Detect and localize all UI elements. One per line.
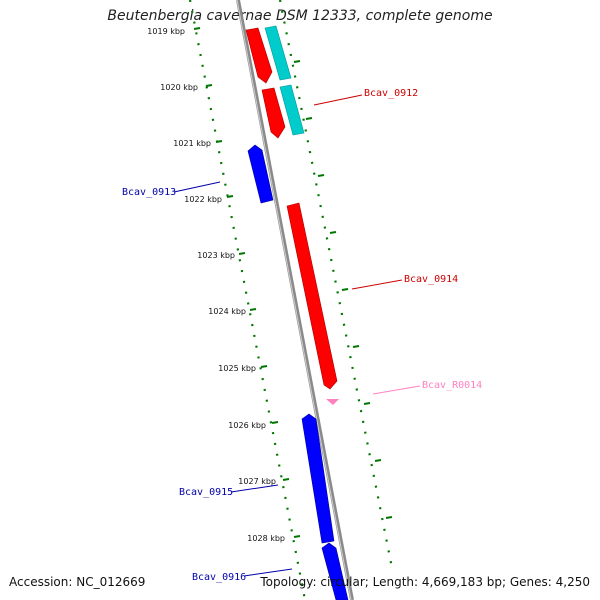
tick-label-1019: 1019 kbp <box>147 27 185 36</box>
gene-bcav-r0014-rna[interactable] <box>326 399 339 405</box>
tick-label-1024: 1024 kbp <box>208 307 246 316</box>
leader-bcav-0914 <box>351 279 403 290</box>
gene-bcav-0916-arrow[interactable] <box>321 542 349 600</box>
feature-other-1[interactable] <box>264 25 292 81</box>
tick-label-1028: 1028 kbp <box>247 534 285 543</box>
tick-label-1025: 1025 kbp <box>218 364 256 373</box>
gene-red-arrow-top[interactable] <box>245 27 273 84</box>
label-bcav-0913[interactable]: Bcav_0913 <box>122 187 176 198</box>
leader-bcav-0913 <box>173 181 221 193</box>
gene-bcav-0913-arrow[interactable] <box>247 144 274 204</box>
gene-bcav-0912-arrow[interactable] <box>261 87 286 139</box>
leader-bcav-r0014 <box>372 385 421 395</box>
outer-tick-ring <box>278 0 394 569</box>
leader-bcav-0912 <box>313 94 363 106</box>
map-title: Beutenbergia cavernae DSM 12333, complet… <box>107 8 493 24</box>
genome-summary-text: Topology: circular; Length: 4,669,183 bp… <box>260 575 590 589</box>
label-bcav-0916[interactable]: Bcav_0916 <box>192 572 246 583</box>
label-bcav-0912[interactable]: Bcav_0912 <box>364 88 418 99</box>
tick-label-1023: 1023 kbp <box>197 251 235 260</box>
kbp-tick-labels: 1019 kbp 1020 kbp 1021 kbp 1022 kbp 1023… <box>147 27 285 543</box>
feature-other-2[interactable] <box>279 84 305 136</box>
accession-text: Accession: NC_012669 <box>9 575 146 589</box>
tick-label-1027: 1027 kbp <box>238 477 276 486</box>
tick-label-1020: 1020 kbp <box>160 83 198 92</box>
leader-bcav-0916 <box>243 568 293 577</box>
tick-label-1026: 1026 kbp <box>228 421 266 430</box>
label-bcav-r0014[interactable]: Bcav_R0014 <box>422 380 482 391</box>
label-bcav-0914[interactable]: Bcav_0914 <box>404 274 458 285</box>
label-bcav-0915[interactable]: Bcav_0915 <box>179 487 233 498</box>
outer-major-ticks <box>293 60 393 519</box>
genome-backbone <box>236 0 354 600</box>
gene-bcav-0914-arrow[interactable] <box>286 202 338 390</box>
tick-label-1022: 1022 kbp <box>184 195 222 204</box>
genome-backbone-highlight <box>236 0 352 600</box>
tick-label-1021: 1021 kbp <box>173 139 211 148</box>
inner-major-ticks <box>193 27 301 538</box>
leader-bcav-0915 <box>230 484 279 493</box>
gene-bcav-0915-arrow[interactable] <box>301 413 335 544</box>
